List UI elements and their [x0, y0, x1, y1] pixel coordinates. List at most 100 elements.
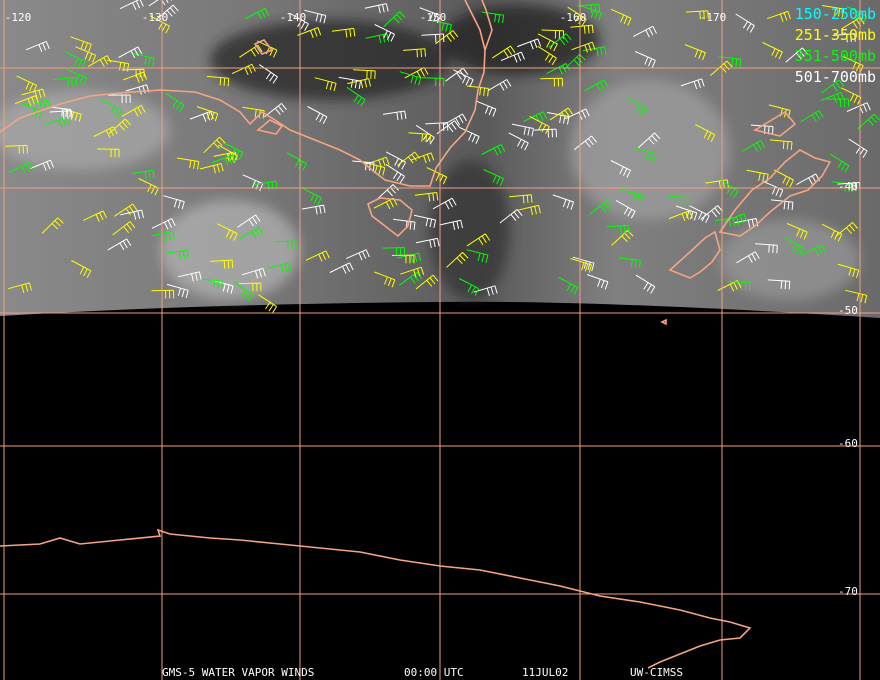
wind-barb — [432, 197, 457, 210]
wind-barb — [297, 27, 322, 39]
wind-barb — [784, 236, 805, 256]
wind-barb — [577, 3, 601, 13]
wind-barb — [245, 8, 270, 20]
latitude-label: -60 — [838, 437, 858, 450]
wind-barb — [66, 68, 88, 86]
wind-barb — [611, 230, 634, 246]
wind-barb — [746, 169, 769, 183]
wind-barb — [419, 7, 441, 24]
wind-barb — [239, 226, 264, 240]
wind-barb — [5, 144, 28, 154]
wind-barb — [755, 243, 778, 254]
longitude-label: -160 — [560, 11, 587, 24]
wind-barb — [177, 157, 200, 170]
wind-barb — [552, 194, 575, 210]
wind-barb — [499, 209, 523, 224]
longitude-label: -170 — [700, 11, 727, 24]
wind-barb — [548, 33, 572, 48]
wind-barb — [567, 6, 587, 27]
wind-barb — [273, 240, 297, 250]
wind-barb — [570, 24, 594, 34]
wind-barb — [558, 276, 579, 295]
wind-barb — [222, 142, 244, 160]
wind-barb — [846, 102, 871, 114]
wind-barb — [610, 160, 631, 178]
wind-barb — [237, 214, 261, 228]
wind-barb — [426, 167, 448, 185]
wind-barb — [385, 151, 407, 170]
wind-barb — [164, 92, 185, 112]
wind-barb — [415, 124, 435, 145]
wind-barb — [770, 199, 794, 211]
wind-barb — [487, 79, 512, 92]
wind-barb — [217, 144, 238, 163]
wind-barb — [166, 283, 189, 299]
wind-barb — [149, 15, 170, 34]
wind-barb — [234, 281, 254, 302]
wind-barb — [399, 71, 422, 86]
wind-barb — [256, 40, 278, 58]
wind-barb — [382, 110, 407, 121]
wind-barb — [8, 282, 32, 293]
wind-barb — [857, 113, 880, 130]
wind-barb — [415, 274, 439, 290]
wind-barb — [402, 48, 426, 58]
wind-barb — [820, 91, 845, 103]
wind-barb — [466, 85, 489, 97]
wind-barb — [346, 86, 366, 107]
wind-barb — [736, 251, 760, 264]
wind-barb — [9, 161, 34, 174]
longitude-label: -150 — [420, 11, 447, 24]
wind-barb — [376, 184, 399, 200]
wind-barb — [125, 84, 150, 95]
legend-entry: 351-500mb — [795, 47, 876, 65]
wind-barb — [481, 144, 506, 156]
wind-barb — [829, 153, 850, 173]
wind-barb — [762, 42, 783, 60]
wind-barb — [383, 11, 406, 28]
wind-barb — [48, 106, 72, 118]
wind-barb — [258, 64, 278, 84]
wind-barb — [800, 110, 824, 123]
wind-barb — [719, 178, 739, 198]
wind-barb — [633, 25, 657, 38]
wind-barb — [767, 10, 791, 22]
wind-barb — [443, 113, 467, 126]
wind-barb — [826, 98, 850, 108]
wind-barb — [397, 151, 420, 166]
wind-barb — [373, 197, 398, 210]
footer-text: 11JUL02 — [522, 666, 568, 679]
wind-barb — [615, 199, 636, 219]
wind-barb — [45, 116, 70, 128]
longitude-label: -120 — [5, 11, 32, 24]
wind-barb — [773, 169, 794, 188]
wind-barb — [347, 78, 371, 89]
wind-barb — [400, 266, 425, 278]
wind-barb — [821, 223, 843, 242]
wind-barb — [391, 254, 415, 264]
wind-barb — [404, 67, 429, 79]
wind-barb — [329, 262, 354, 274]
wind-barb — [665, 194, 689, 205]
wind-barb — [446, 252, 469, 268]
wind-barb — [762, 180, 784, 198]
wind-barb — [840, 87, 862, 105]
wind-barb — [511, 123, 534, 137]
wind-barb — [114, 203, 138, 217]
wind-barb — [734, 218, 759, 228]
wind-barb — [637, 132, 661, 149]
wind-barb — [206, 75, 230, 87]
wind-barb — [393, 218, 416, 231]
wind-barb — [835, 222, 859, 237]
wind-barb — [421, 77, 445, 87]
wind-barb — [621, 189, 644, 204]
wind-barb — [120, 209, 144, 220]
wind-barb — [767, 279, 791, 290]
wind-barb — [785, 47, 808, 63]
wind-barb — [65, 51, 86, 70]
wind-barb — [549, 107, 574, 121]
wind-barb — [338, 76, 361, 89]
wind-barb — [263, 103, 287, 118]
wind-barb — [257, 294, 278, 314]
